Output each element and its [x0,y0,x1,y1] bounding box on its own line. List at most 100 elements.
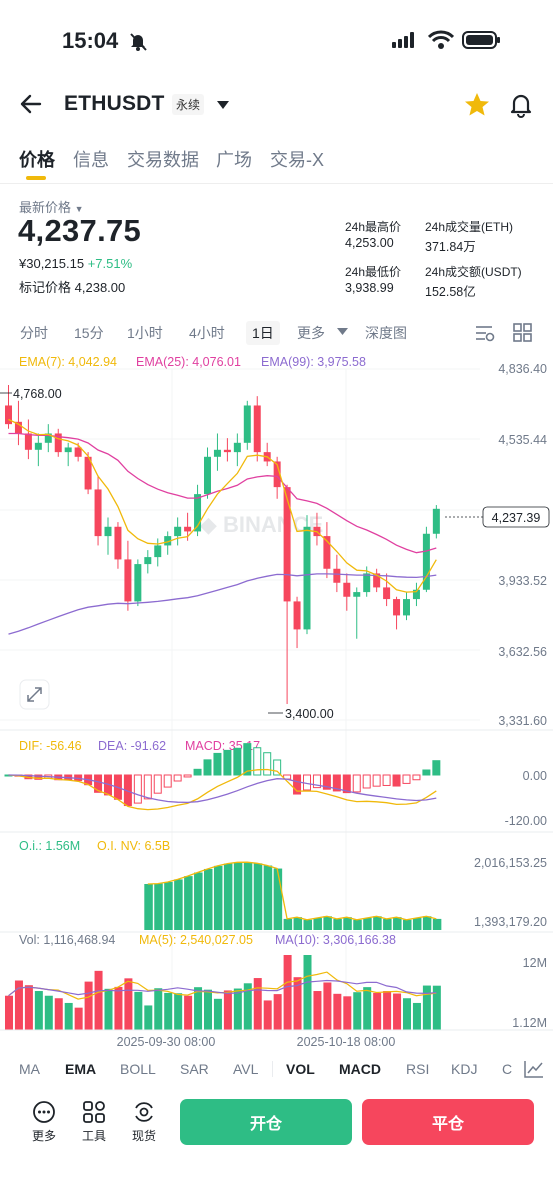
macd-bar [153,774,162,794]
indicator-sar[interactable]: SAR [180,1061,209,1077]
macd-bar [342,774,351,794]
volume-bar [114,986,123,1030]
indicator-macd[interactable]: MACD [339,1061,381,1077]
close-position-button[interactable]: 平仓 [362,1099,534,1145]
ma5-legend: MA(5): 2,540,027.05 [139,933,253,947]
indicator-vol[interactable]: VOL [286,1061,315,1077]
more-label: 更多 [31,1129,56,1143]
indicator-kdj[interactable]: KDJ [451,1061,478,1077]
tab-trade-x[interactable]: 交易-X [270,150,324,170]
indicator-boll[interactable]: BOLL [120,1061,156,1077]
candle [253,405,261,453]
spot-button[interactable]: 现货 [124,1100,164,1144]
more-button[interactable]: 更多 [24,1100,64,1144]
oi-bar [333,918,342,930]
candle [412,589,420,600]
timeframe-1d[interactable]: 1日 [246,321,280,345]
volume-bar [343,996,352,1030]
candle [204,456,211,495]
volume-eth: 371.84万 [425,240,476,254]
current-price-label: 4,237.39 [492,511,541,525]
volume-bars [5,955,441,1030]
active-tab-indicator [26,176,46,180]
volume-bar [233,988,242,1030]
oi-bar [154,883,163,930]
oi-bar [383,918,392,930]
candle [154,545,162,558]
macd-bar [263,752,272,776]
favorite-star-icon[interactable] [464,92,490,118]
layout-grid-icon[interactable] [513,323,533,343]
candle [164,536,172,546]
main-tabs: 价格 信息 交易数据 广场 交易-X [0,140,553,184]
candle [293,601,301,630]
current-price-box [482,506,550,528]
back-arrow-icon[interactable] [20,94,42,114]
last-price: 4,237.75 [18,213,142,248]
oi-bar [174,879,183,930]
volume-bar [432,985,441,1030]
ema7-legend: EMA(7): 4,042.94 [19,355,117,369]
candle [144,557,152,565]
volume-bar [373,992,382,1030]
more-dropdown-icon[interactable] [337,328,348,336]
tab-price[interactable]: 价格 [19,150,55,170]
timeframe-more[interactable]: 更多 [297,325,325,341]
tab-info[interactable]: 信息 [73,150,109,170]
indicator-rsi[interactable]: RSI [406,1061,430,1077]
macd-bar [193,768,202,776]
battery-icon [462,31,500,49]
high-24h: 4,253.00 [345,236,394,250]
volume-bar [283,955,292,1030]
oi-bar [432,918,442,930]
tab-square[interactable]: 广场 [216,150,252,170]
spot-exchange-icon [135,1102,153,1122]
indicator-avl[interactable]: AVL [233,1061,259,1077]
macd-bar [253,747,262,776]
price-tick: 4,535.44 [498,433,547,447]
symbol-dropdown-icon[interactable] [216,100,230,110]
oi-bar [273,868,283,930]
volume-usdt-label: 24h成交额(USDT) [425,265,522,279]
tools-button[interactable]: 工具 [74,1100,114,1144]
timeframe-4h[interactable]: 4小时 [189,325,225,341]
kline-chart[interactable]: ◆ BINANCE EMA(7): 4,042.94 EMA(25): 4,07… [0,350,553,1050]
tab-trading-data[interactable]: 交易数据 [127,150,199,170]
oi-bar [194,872,203,930]
status-bar: 15:04 [0,0,553,80]
alert-bell-icon[interactable] [509,92,533,118]
candle [124,559,132,602]
timeframe-line[interactable]: 分时 [20,325,48,341]
macd-tick-low: -120.00 [505,814,547,828]
candle [114,526,122,560]
macd-bar [392,774,401,787]
chart-settings-icon[interactable] [474,323,496,343]
fullscreen-icon[interactable] [19,679,50,710]
oi-bar [253,863,263,930]
candle [44,433,52,443]
indicator-chart-icon[interactable] [524,1060,544,1078]
indicator-ema[interactable]: EMA [65,1061,97,1077]
candle [422,533,430,590]
mark-price-row: 标记价格 4,238.00 [19,277,125,296]
volume-bar [124,978,133,1030]
timeframe-1h[interactable]: 1小时 [127,325,163,341]
timeframe-15m[interactable]: 15分 [74,325,104,341]
symbol-name[interactable]: ETHUSDT [64,92,165,115]
indicator-more[interactable]: C [502,1061,513,1077]
candle [223,449,231,453]
volume-bar [412,1002,421,1030]
volume-bar [64,1002,73,1030]
dif-legend: DIF: -56.46 [19,739,82,753]
status-time: 15:04 [62,28,119,53]
ma10-legend: MA(10): 3,306,166.38 [275,933,396,947]
open-position-button[interactable]: 开仓 [180,1099,352,1145]
oi-bar [363,918,372,930]
macd-bar [143,774,152,800]
oi-bar [223,863,233,930]
indicator-ma[interactable]: MA [19,1061,40,1077]
macd-bar [133,774,142,804]
last-price-label[interactable]: 最新价格 ▼ [19,200,84,215]
candle [273,461,281,488]
depth-chart-tab[interactable]: 深度图 [365,325,407,341]
